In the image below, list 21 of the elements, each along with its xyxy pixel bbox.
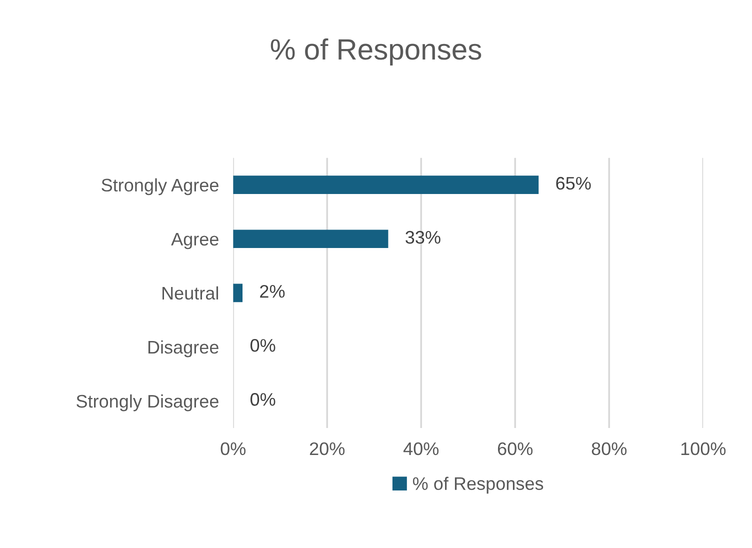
x-tick-label: 40% <box>403 442 439 456</box>
legend-label: % of Responses <box>412 476 544 494</box>
y-tick-label: Neutral <box>162 286 218 300</box>
x-tick-label: 20% <box>310 442 345 456</box>
data-label: 33% <box>406 230 440 244</box>
y-tick-label: Strongly Agree <box>102 178 218 196</box>
bar <box>233 230 388 248</box>
data-label: 0% <box>250 393 276 406</box>
data-label: 0% <box>250 339 276 352</box>
y-tick-label: Agree <box>171 232 218 250</box>
x-tick-label: 80% <box>592 442 627 456</box>
chart-title: % of Responses <box>270 38 482 66</box>
y-tick-label: Disagree <box>148 340 218 358</box>
data-label: 2% <box>260 284 285 298</box>
x-tick-label: 100% <box>681 442 726 456</box>
bar <box>233 284 243 302</box>
x-tick-label: 0% <box>220 442 246 456</box>
bar <box>233 176 539 194</box>
x-tick-label: 60% <box>498 442 533 456</box>
data-label: 65% <box>556 176 591 190</box>
y-tick-label: Strongly Disagree <box>76 394 218 412</box>
